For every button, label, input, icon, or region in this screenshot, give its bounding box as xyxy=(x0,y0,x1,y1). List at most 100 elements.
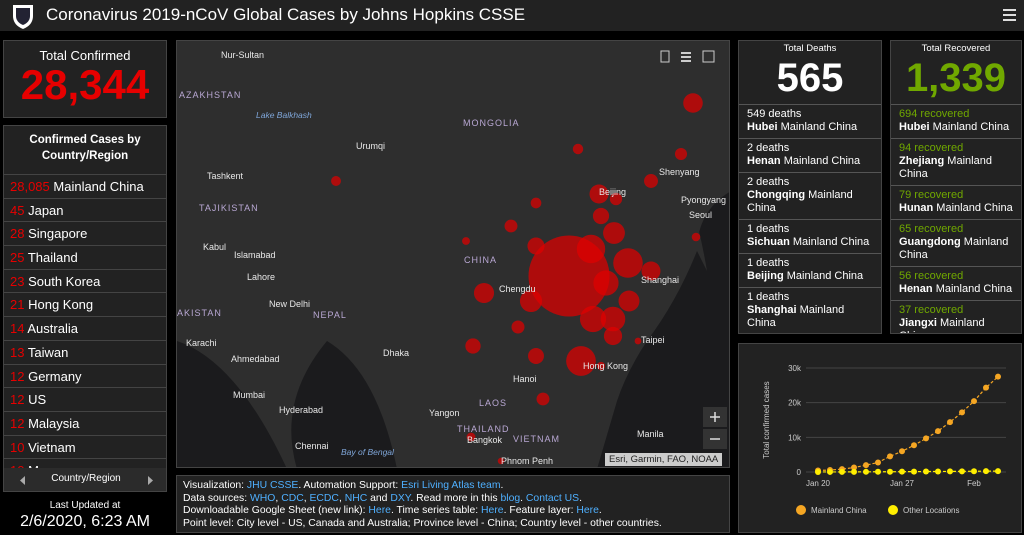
death-row: 549 deaths Hubei Mainland China xyxy=(739,105,881,139)
case-bubble[interactable] xyxy=(589,184,609,204)
y-tick-label: 0 xyxy=(797,468,802,477)
case-bubble[interactable] xyxy=(497,457,505,465)
case-bubble[interactable] xyxy=(634,337,642,345)
death-location: Beijing Mainland China xyxy=(747,270,875,283)
map-label: Taipei xyxy=(641,335,665,345)
death-location: Hubei Mainland China xyxy=(747,121,875,134)
case-bubble[interactable] xyxy=(596,361,606,371)
case-bubble[interactable] xyxy=(691,232,701,242)
map-label: NEPAL xyxy=(313,310,347,320)
data-point xyxy=(947,468,953,475)
case-bubble[interactable] xyxy=(603,222,625,244)
map-panel: Nur-Sultan AZAKHSTAN Lake Balkhash MONGOLIA… xyxy=(176,40,730,468)
case-bubble[interactable] xyxy=(530,197,542,209)
info-link[interactable]: Esri Living Atlas team xyxy=(401,480,501,491)
prev-arrow[interactable] xyxy=(20,476,25,485)
deaths-title: Total Deaths xyxy=(783,43,837,54)
country-count: 10 xyxy=(10,463,24,471)
recovered-region: Mainland China xyxy=(899,317,985,333)
case-bubble[interactable] xyxy=(466,432,476,442)
info-text: Visualization: xyxy=(183,480,247,491)
case-bubble[interactable] xyxy=(683,93,703,113)
case-bubble[interactable] xyxy=(603,326,623,346)
info-line: Data sources: WHO, CDC, ECDC, NHC and DX… xyxy=(183,493,723,506)
country-count: 12 xyxy=(10,392,25,408)
data-point xyxy=(827,468,833,475)
info-text: . Automation Support: xyxy=(298,480,402,491)
case-bubble[interactable] xyxy=(331,176,341,186)
info-link[interactable]: DXY xyxy=(390,492,411,504)
info-link[interactable]: CDC xyxy=(281,492,304,504)
next-arrow[interactable] xyxy=(148,476,153,485)
data-point xyxy=(839,468,845,475)
list-button[interactable] xyxy=(681,52,691,54)
data-point xyxy=(851,464,857,471)
data-point xyxy=(887,468,893,475)
total-confirmed: Total Confirmed 28,344 xyxy=(3,40,167,118)
case-bubble[interactable] xyxy=(576,234,606,264)
info-text: and xyxy=(367,492,391,504)
info-text: . Feature layer: xyxy=(503,505,577,517)
data-point xyxy=(935,428,941,435)
qr-button[interactable] xyxy=(702,50,715,63)
country-row: 10 Vietnam xyxy=(4,436,166,460)
country-name: Macau xyxy=(28,463,67,471)
case-bubble[interactable] xyxy=(572,143,584,155)
info-link[interactable]: NHC xyxy=(344,492,368,504)
case-bubble[interactable] xyxy=(641,261,661,281)
country-name: Malaysia xyxy=(28,415,80,431)
chart-panel: 0 10k 20k 30k Total confirmed cases Jan 20 Jan… xyxy=(738,343,1022,533)
map-label: Dhaka xyxy=(383,348,409,358)
last-updated-value: 2/6/2020, 6:23 AM xyxy=(20,513,150,530)
case-bubble[interactable] xyxy=(527,237,545,255)
country-footer-label: Country/Region xyxy=(51,473,121,484)
info-link[interactable]: Here xyxy=(481,505,504,517)
country-count: 25 xyxy=(10,250,25,266)
info-text: , xyxy=(275,492,282,504)
menu-button[interactable] xyxy=(1003,9,1019,23)
case-bubble[interactable] xyxy=(465,338,481,354)
case-bubble[interactable] xyxy=(511,320,525,334)
info-link[interactable]: Here xyxy=(368,505,391,517)
info-link[interactable]: Contact US xyxy=(525,492,580,504)
info-link[interactable]: WHO xyxy=(250,492,276,504)
case-bubble[interactable] xyxy=(536,392,550,406)
case-bubble[interactable] xyxy=(579,305,607,333)
case-bubble[interactable] xyxy=(592,207,610,225)
case-bubble[interactable] xyxy=(613,248,643,278)
case-bubble[interactable] xyxy=(609,192,623,206)
recovered-place: Henan xyxy=(899,283,933,295)
case-bubble[interactable] xyxy=(528,348,544,364)
info-link[interactable]: Here xyxy=(576,505,599,517)
case-bubble[interactable] xyxy=(519,289,543,313)
recovered-value: 1,339 xyxy=(891,54,1021,105)
recovered-row: 56 recovered Henan Mainland China xyxy=(891,267,1021,301)
data-point xyxy=(959,468,965,475)
case-bubble[interactable] xyxy=(674,147,688,161)
map-label: Chennai xyxy=(295,441,329,451)
country-name: Thailand xyxy=(27,250,78,266)
case-bubble[interactable] xyxy=(462,237,470,245)
map-label: Shanghai xyxy=(641,275,679,285)
case-bubble[interactable] xyxy=(504,219,518,233)
case-bubble[interactable] xyxy=(566,346,596,376)
case-bubble[interactable] xyxy=(618,290,640,312)
country-count: 21 xyxy=(10,297,25,313)
info-text: . Time series table: xyxy=(390,505,482,517)
country-row: 12 Malaysia xyxy=(4,412,166,436)
info-link[interactable]: ECDC xyxy=(309,492,339,504)
legend-swatch xyxy=(888,505,898,515)
bookmark-button[interactable] xyxy=(660,50,670,63)
info-link[interactable]: blog xyxy=(500,492,521,504)
info-link[interactable]: JHU CSSE xyxy=(246,480,299,491)
country-name: Mainland China xyxy=(53,179,144,194)
case-bubble[interactable] xyxy=(644,174,658,188)
data-point xyxy=(983,384,989,391)
case-bubble[interactable] xyxy=(593,270,619,296)
info-text: . xyxy=(579,492,582,504)
case-bubble[interactable] xyxy=(600,306,626,332)
country-panel-title: Confirmed Cases by Country/Region xyxy=(4,126,166,175)
case-bubble[interactable] xyxy=(473,282,495,304)
country-row: 12 Germany xyxy=(4,365,166,389)
map-label: Islamabad xyxy=(234,250,276,260)
